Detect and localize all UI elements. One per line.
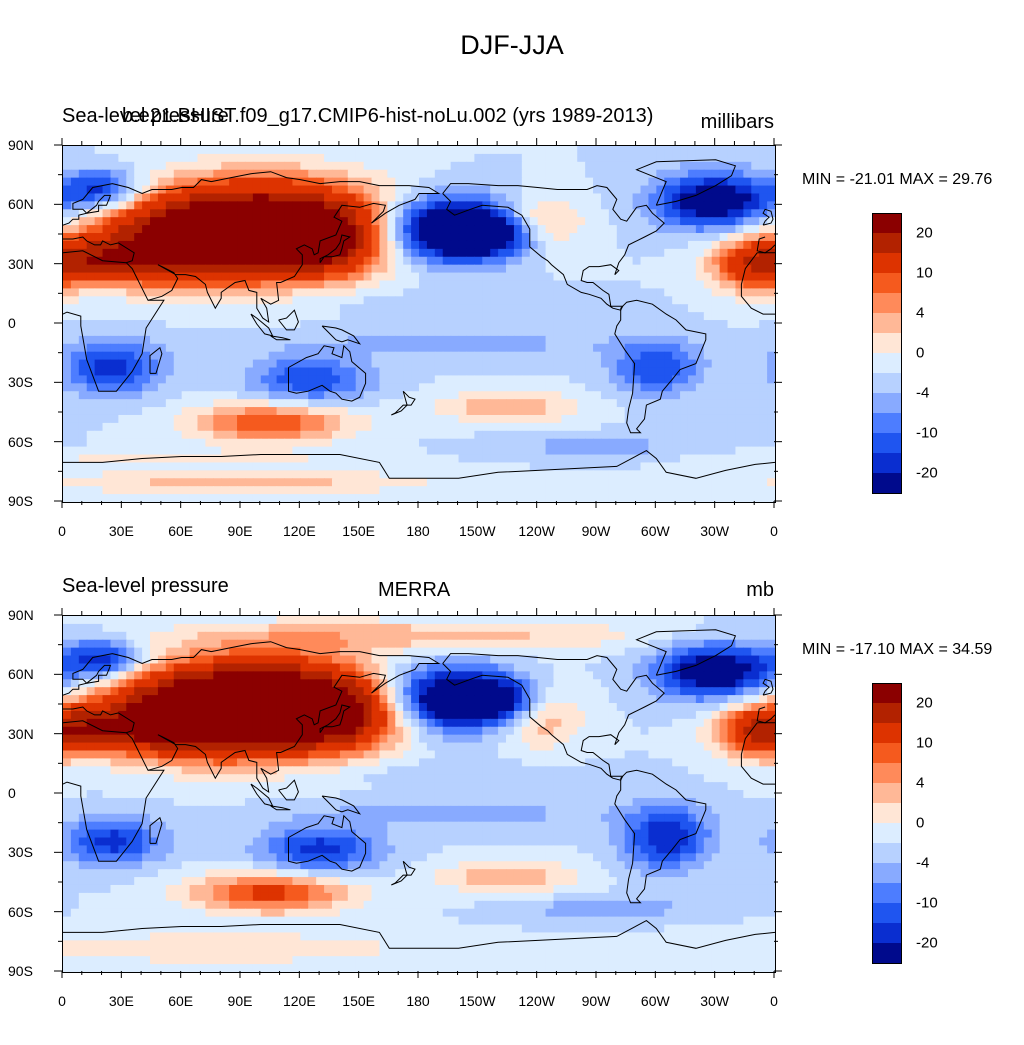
colorbar-swatch [872,903,902,924]
lon-label: 180 [406,523,429,539]
colorbar-swatch [872,353,902,374]
colorbar-label: 10 [916,735,933,752]
lon-label: 0 [770,993,778,1009]
lat-label: 30N [8,256,50,272]
figure-title: DJF-JJA [0,30,1024,61]
axis-ticks [0,565,1024,1045]
panel-merra: Sea-level pressure MERRA mb MIN = -17.10… [0,565,1024,1045]
lat-label: 30S [8,844,50,860]
lon-label: 180 [406,993,429,1009]
lon-label: 60E [168,993,193,1009]
lat-label: 90S [8,493,50,509]
colorbar-label: 4 [916,775,924,792]
colorbar-swatch [872,273,902,294]
colorbar-swatch [872,803,902,824]
colorbar-swatch [872,683,902,704]
colorbar-label: 4 [916,305,924,322]
colorbar-swatch [872,213,902,234]
lon-label: 120W [518,523,555,539]
lat-label: 60S [8,434,50,450]
colorbar-swatch [872,723,902,744]
lat-label: 90S [8,963,50,979]
colorbar-swatch [872,373,902,394]
colorbar-swatch [872,253,902,274]
colorbar-swatch [872,703,902,724]
axis-ticks [0,95,1024,575]
lon-label: 120E [283,523,316,539]
lon-label: 30W [700,523,729,539]
lon-label: 0 [58,993,66,1009]
colorbar-swatch [872,433,902,454]
colorbar-swatch [872,943,902,964]
colorbar-swatch [872,783,902,804]
lat-label: 90N [8,137,50,153]
colorbar-label: -20 [916,465,938,482]
colorbar-label: 20 [916,225,933,242]
colorbar-label: 10 [916,265,933,282]
lat-label: 0 [8,315,50,331]
lon-label: 120E [283,993,316,1009]
lon-label: 150E [342,993,375,1009]
lon-label: 120W [518,993,555,1009]
lat-label: 60N [8,666,50,682]
colorbar-swatch [872,823,902,844]
lat-label: 30N [8,726,50,742]
colorbar-swatch [872,233,902,254]
lon-label: 150E [342,523,375,539]
colorbar-label: -4 [916,385,929,402]
colorbar-swatch [872,333,902,354]
colorbar-swatch [872,393,902,414]
colorbar-swatch [872,413,902,434]
lon-label: 90W [582,523,611,539]
lon-label: 150W [459,523,496,539]
lat-label: 60N [8,196,50,212]
colorbar-swatch [872,313,902,334]
colorbar-label: -10 [916,895,938,912]
colorbar-label: -20 [916,935,938,952]
colorbar-swatch [872,453,902,474]
lon-label: 30E [109,993,134,1009]
lon-label: 150W [459,993,496,1009]
colorbar-label: 20 [916,695,933,712]
lon-label: 90E [228,523,253,539]
colorbar-swatch [872,843,902,864]
lat-label: 30S [8,374,50,390]
lon-label: 60E [168,523,193,539]
colorbar-swatch [872,863,902,884]
lon-label: 30E [109,523,134,539]
lon-label: 90W [582,993,611,1009]
colorbar-swatch [872,763,902,784]
colorbar-swatch [872,923,902,944]
colorbar-swatch [872,883,902,904]
lat-label: 90N [8,607,50,623]
colorbar-swatch [872,743,902,764]
lon-label: 60W [641,993,670,1009]
lon-label: 0 [58,523,66,539]
colorbar-label: 0 [916,815,924,832]
panel-model: Sea-level pressure b.e21.BHIST.f09_g17.C… [0,95,1024,575]
colorbar-swatch [872,473,902,494]
lon-label: 60W [641,523,670,539]
lon-label: 0 [770,523,778,539]
colorbar-label: 0 [916,345,924,362]
colorbar-label: -4 [916,855,929,872]
lon-label: 90E [228,993,253,1009]
lon-label: 30W [700,993,729,1009]
lat-label: 60S [8,904,50,920]
colorbar-swatch [872,293,902,314]
colorbar-label: -10 [916,425,938,442]
lat-label: 0 [8,785,50,801]
